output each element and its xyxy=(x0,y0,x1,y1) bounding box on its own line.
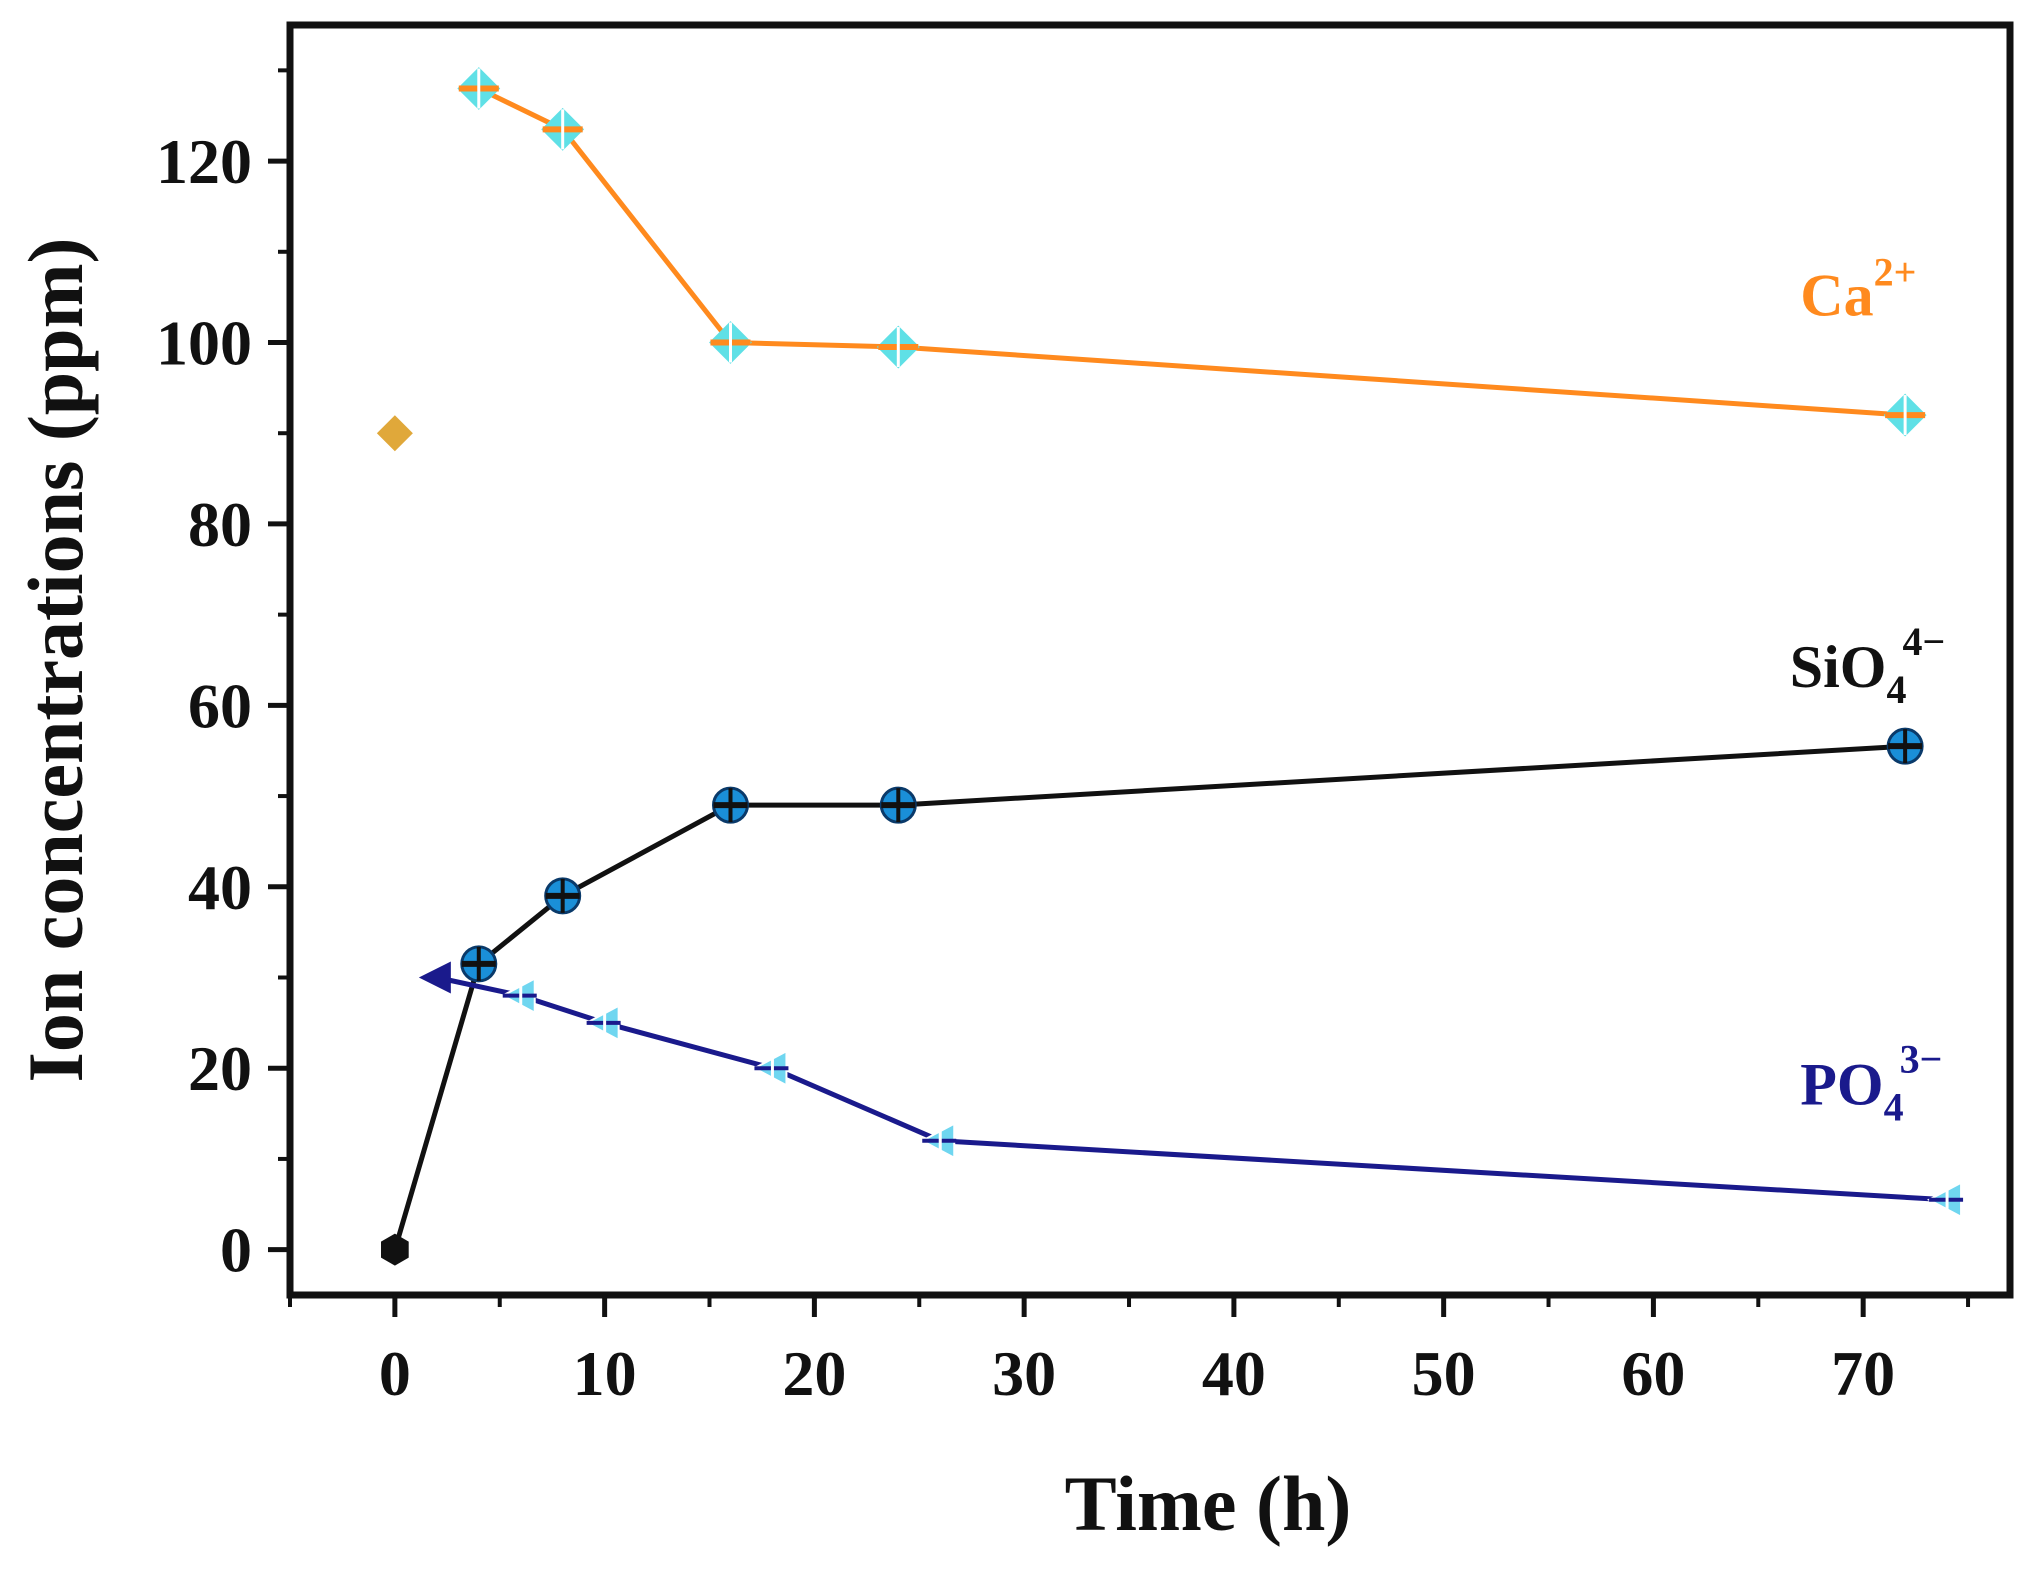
x-tick-label: 40 xyxy=(1202,1338,1266,1409)
data-point xyxy=(460,945,498,983)
label-superscript: 4− xyxy=(1902,619,1945,664)
label-base: PO xyxy=(1800,1052,1883,1118)
series-line xyxy=(436,975,1948,1203)
x-tick-label: 50 xyxy=(1412,1338,1476,1409)
x-tick-label: 20 xyxy=(782,1338,846,1409)
x-tick-label: 30 xyxy=(992,1338,1056,1409)
y-tick-label: 20 xyxy=(188,1033,252,1104)
series-ca xyxy=(376,67,1927,452)
series-line xyxy=(392,743,1906,1251)
data-point xyxy=(500,976,537,1015)
x-tick-label: 70 xyxy=(1831,1338,1895,1409)
series-label-sio: SiO44− xyxy=(1790,619,1946,712)
data-point xyxy=(752,1049,789,1087)
x-tick-label: 10 xyxy=(573,1338,637,1409)
label-superscript: 3− xyxy=(1900,1037,1943,1082)
data-point xyxy=(1883,393,1927,437)
axis-ticks: 0 10 20 30 40 50 60 70 0 20 40 60 80 100 120 xyxy=(156,68,1971,1409)
y-tick-label: 40 xyxy=(188,852,252,923)
series-line xyxy=(477,86,1906,418)
series-po xyxy=(418,961,1964,1219)
series-labels: Ca2+SiO44−PO43− xyxy=(1790,249,1946,1129)
label-base: SiO xyxy=(1790,634,1887,700)
y-tick-label: 0 xyxy=(220,1215,252,1286)
y-tick-label: 60 xyxy=(188,670,252,741)
label-base: Ca xyxy=(1800,262,1873,328)
data-point xyxy=(541,107,585,151)
data-point xyxy=(457,67,501,110)
data-point xyxy=(711,786,749,824)
data-point xyxy=(376,415,413,452)
data-point xyxy=(1886,727,1924,765)
y-tick-label: 80 xyxy=(188,489,252,560)
plot-frame xyxy=(286,21,2014,1299)
y-tick-label: 120 xyxy=(156,126,252,197)
data-point xyxy=(920,1122,957,1160)
series-label-po: PO43− xyxy=(1800,1037,1942,1130)
series-label-ca: Ca2+ xyxy=(1800,249,1916,328)
label-subscript: 4 xyxy=(1884,1085,1904,1130)
y-tick-label: 100 xyxy=(156,308,252,379)
data-point xyxy=(544,877,582,915)
data-point xyxy=(876,325,920,369)
series-layer xyxy=(376,67,1964,1266)
series-sio xyxy=(381,727,1924,1266)
label-subscript: 4 xyxy=(1886,667,1906,712)
x-axis-title: Time (h) xyxy=(1065,1460,1352,1547)
data-point xyxy=(1926,1181,1964,1219)
data-point xyxy=(418,961,451,994)
data-point xyxy=(381,1233,409,1266)
label-superscript: 2+ xyxy=(1874,249,1917,294)
x-tick-label: 60 xyxy=(1621,1338,1685,1409)
y-axis-title: Ion concentrations (ppm) xyxy=(12,237,99,1082)
x-tick-label: 0 xyxy=(379,1338,411,1409)
data-point xyxy=(879,786,917,824)
data-point xyxy=(709,321,752,364)
data-point xyxy=(584,1004,621,1042)
